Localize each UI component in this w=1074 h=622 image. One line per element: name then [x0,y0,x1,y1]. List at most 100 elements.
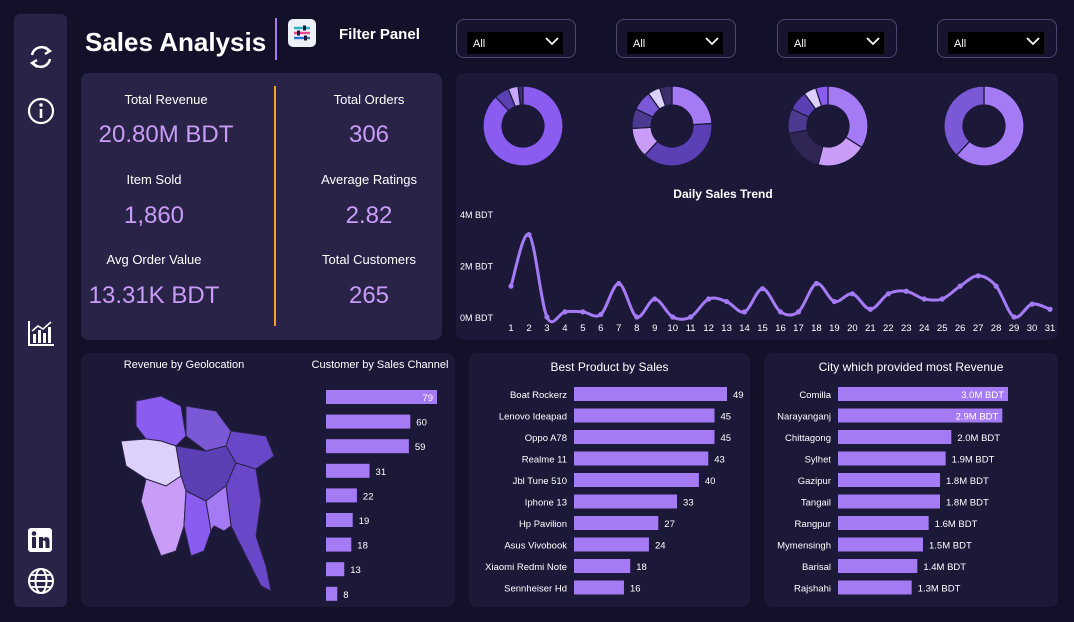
data-point[interactable] [652,296,658,302]
category-label: Gazipur [798,476,831,487]
donut-slice[interactable] [517,85,524,106]
data-point[interactable] [885,291,891,297]
data-label: 1.8M BDT [946,476,989,487]
bar[interactable] [838,494,940,509]
data-point[interactable] [562,309,568,315]
bar[interactable] [574,430,715,444]
bar[interactable] [326,513,353,527]
bar[interactable] [326,414,411,429]
bar[interactable] [838,473,940,487]
slicer-dropdown[interactable]: All [467,32,563,54]
donut-slice[interactable] [643,122,713,167]
bar[interactable] [574,516,659,530]
map-region[interactable] [120,438,182,487]
bar[interactable] [574,537,649,552]
map-region[interactable] [205,485,232,533]
data-point[interactable] [939,296,945,302]
data-point[interactable] [544,314,550,320]
donut-slice[interactable] [482,85,564,167]
data-label: 18 [357,541,368,552]
bar[interactable] [326,439,409,454]
bar[interactable] [574,580,624,595]
kpi-item-sold-value: 1,860 [123,202,185,229]
linkedin-icon[interactable] [26,526,56,556]
donut-slice[interactable] [955,85,1025,167]
refresh-icon[interactable] [26,42,56,72]
data-point[interactable] [867,306,873,312]
slicer-3[interactable]: All [777,19,897,58]
bar[interactable] [574,451,709,466]
bar[interactable] [838,408,1003,423]
donut-slice[interactable] [658,85,673,107]
bar[interactable] [326,463,370,478]
bar[interactable] [326,562,345,577]
info-icon[interactable] [26,96,56,126]
bar[interactable] [574,494,678,509]
data-point[interactable] [759,286,766,292]
sales-trend-line [509,233,1051,324]
data-point[interactable] [921,296,927,302]
filter-icon[interactable] [288,19,316,47]
bar[interactable] [838,516,929,530]
data-point[interactable] [634,314,640,320]
donut-slice[interactable] [671,85,713,126]
data-point[interactable] [670,314,676,320]
donut-slice[interactable] [814,85,829,107]
bar[interactable] [326,390,437,404]
map-region[interactable] [140,475,187,557]
x-tick-label: 22 [883,323,894,334]
data-point[interactable] [508,283,514,289]
map-region[interactable] [135,395,187,447]
data-label: 1.4M BDT [923,562,966,573]
data-point[interactable] [1029,301,1035,307]
data-point[interactable] [724,298,730,305]
data-point[interactable] [795,309,802,315]
donut-slice[interactable] [827,85,869,149]
data-point[interactable] [1011,314,1017,320]
data-point[interactable] [849,291,855,297]
bar[interactable] [574,408,715,423]
bar[interactable] [838,451,946,466]
chart-icon[interactable] [26,318,56,348]
bar[interactable] [838,430,952,444]
map-region[interactable] [225,462,272,592]
data-point[interactable] [688,314,694,320]
bar[interactable] [838,580,912,595]
data-point[interactable] [777,309,784,315]
data-point[interactable] [616,280,622,287]
bangladesh-map[interactable] [116,391,296,601]
slicer-dropdown[interactable]: All [948,32,1044,54]
bar[interactable] [838,537,923,552]
data-point[interactable] [831,298,837,305]
data-point[interactable] [580,309,586,315]
bar[interactable] [326,488,357,503]
data-label: 31 [376,467,387,478]
data-point[interactable] [813,280,820,287]
globe-icon[interactable] [26,566,56,596]
data-point[interactable] [1047,306,1053,312]
bar[interactable] [574,387,727,401]
data-point[interactable] [993,283,999,289]
bar[interactable] [574,473,699,487]
map-region[interactable] [185,405,232,452]
bar[interactable] [326,586,338,601]
data-point[interactable] [526,232,532,238]
donut-slice[interactable] [943,85,985,157]
bar[interactable] [838,559,918,573]
slicer-2[interactable]: All [616,19,736,58]
data-point[interactable] [957,283,963,289]
bar[interactable] [574,559,631,573]
bar[interactable] [326,537,352,552]
data-point[interactable] [706,296,712,302]
slicer-4[interactable]: All [937,19,1057,58]
data-point[interactable] [741,309,748,315]
slicer-dropdown[interactable]: All [788,32,884,54]
data-point[interactable] [975,273,981,279]
slicer-1[interactable]: All [456,19,576,58]
bar[interactable] [838,387,1008,401]
slicer-dropdown[interactable]: All [627,32,723,54]
data-point[interactable] [903,288,909,294]
y-tick-label: 0M BDT [460,313,494,323]
donut-slice[interactable] [788,129,824,166]
data-point[interactable] [598,311,604,318]
